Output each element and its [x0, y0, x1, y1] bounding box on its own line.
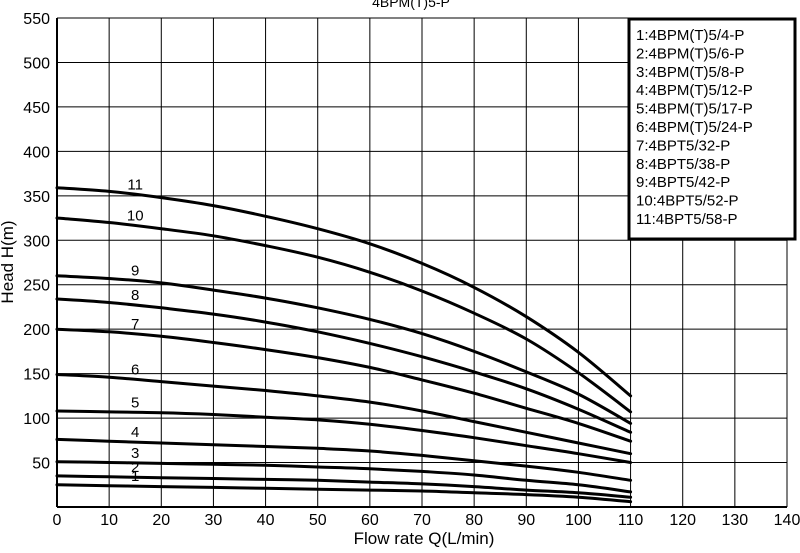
curve-6 — [55, 373, 633, 456]
curve-label-9: 9 — [131, 263, 139, 280]
x-tick-label: 20 — [152, 512, 170, 529]
x-tick-label: 130 — [722, 512, 749, 529]
legend-entry: 5:4BPM(T)5/17-P — [636, 101, 753, 118]
x-tick-label: 0 — [53, 512, 62, 529]
y-tick-label: 200 — [23, 322, 50, 339]
legend-entry: 3:4BPM(T)5/8-P — [636, 64, 744, 81]
y-tick-label: 50 — [32, 456, 50, 473]
legend: 1:4BPM(T)5/4-P2:4BPM(T)5/6-P 3:4BPM(T)5/8… — [627, 17, 797, 241]
axis-ticks: 0 10 20 30 40 50 60 70 80 90 100 110 120 130 140501001… — [23, 11, 800, 529]
curve-label-1: 1 — [131, 468, 139, 485]
legend-entry: 6:4BPM(T)5/24-P — [636, 119, 753, 136]
curve-11 — [55, 186, 633, 398]
curve-7 — [55, 327, 633, 443]
performance-curves — [55, 186, 633, 504]
y-axis-title: Head H(m) — [0, 220, 17, 303]
x-tick-label: 120 — [669, 512, 696, 529]
y-tick-label: 250 — [23, 278, 50, 295]
x-tick-label: 100 — [565, 512, 592, 529]
curve-2 — [55, 474, 633, 499]
x-tick-label: 140 — [774, 512, 800, 529]
y-tick-label: 350 — [23, 189, 50, 206]
curve-label-3: 3 — [131, 445, 139, 462]
y-tick-label: 300 — [23, 233, 50, 250]
y-tick-label: 550 — [23, 11, 50, 28]
legend-entry: 11:4BPT5/58-P — [636, 211, 737, 228]
legend-box — [627, 17, 797, 241]
curve-label-7: 7 — [131, 316, 139, 333]
y-tick-label: 450 — [23, 100, 50, 117]
curve-label-6: 6 — [131, 361, 139, 378]
y-tick-label: 150 — [23, 367, 50, 384]
legend-entry: 1:4BPM(T)5/4-P — [636, 27, 744, 44]
curve-4 — [55, 437, 633, 482]
x-tick-label: 30 — [205, 512, 223, 529]
curve-label-8: 8 — [131, 287, 139, 304]
legend-entry: 10:4BPT5/52-P — [636, 193, 739, 210]
legend-entry: 2:4BPM(T)5/6-P — [636, 45, 744, 62]
x-tick-label: 10 — [100, 512, 118, 529]
curve-5 — [55, 409, 633, 464]
y-tick-label: 500 — [23, 55, 50, 72]
chart-title: 4BPM(T)5-P — [372, 0, 450, 10]
curve-label-5: 5 — [131, 394, 139, 411]
x-tick-label: 50 — [309, 512, 327, 529]
legend-entry: 9:4BPT5/42-P — [636, 174, 730, 191]
y-tick-label: 100 — [23, 411, 50, 428]
x-tick-label: 60 — [361, 512, 379, 529]
x-tick-label: 80 — [465, 512, 483, 529]
x-axis-title: Flow rate Q(L/min) — [354, 529, 495, 548]
legend-entry: 8:4BPT5/38-P — [636, 156, 730, 173]
curve-label-4: 4 — [131, 424, 139, 441]
x-tick-label: 90 — [517, 512, 535, 529]
y-tick-label: 400 — [23, 144, 50, 161]
curve-1 — [55, 483, 633, 504]
legend-entry: 7:4BPT5/32-P — [636, 137, 730, 154]
curve-labels: 123 4 5 6 7 8 9 10 11 — [127, 176, 144, 485]
curve-9 — [55, 274, 633, 425]
curve-label-2: 2 — [131, 459, 139, 476]
x-tick-label: 70 — [413, 512, 431, 529]
curve-label-11: 11 — [127, 176, 143, 193]
curve-label-10: 10 — [127, 208, 144, 225]
legend-entry: 4:4BPM(T)5/12-P — [636, 82, 753, 99]
curve-10 — [55, 216, 633, 414]
curve-8 — [55, 297, 633, 434]
x-tick-label: 40 — [257, 512, 275, 529]
curve-3 — [55, 460, 633, 494]
x-tick-label: 110 — [618, 512, 644, 529]
